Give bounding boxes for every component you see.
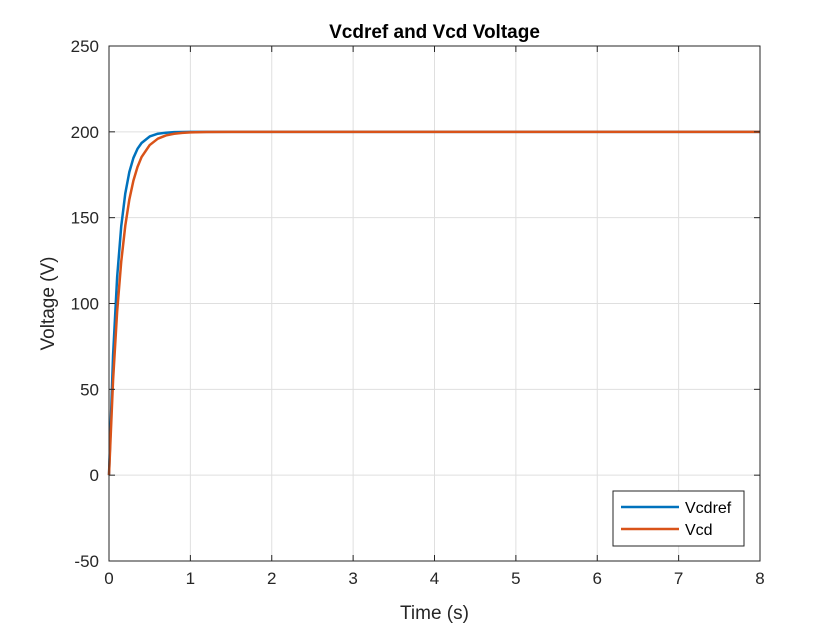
y-axis-title: Voltage (V) bbox=[38, 257, 59, 351]
y-tick-label: 250 bbox=[71, 37, 99, 56]
x-tick-label: 6 bbox=[593, 569, 602, 588]
x-tick-label: 1 bbox=[186, 569, 195, 588]
y-tick-label: 100 bbox=[71, 295, 99, 314]
y-tick-label: 150 bbox=[71, 209, 99, 228]
y-tick-label: 50 bbox=[80, 380, 99, 399]
x-tick-label: 3 bbox=[348, 569, 357, 588]
tick-marks bbox=[108, 45, 761, 562]
x-tick-label: 2 bbox=[267, 569, 276, 588]
legend-box bbox=[612, 490, 745, 547]
chart-title: Vcdref and Vcd Voltage bbox=[329, 22, 540, 43]
series-layer bbox=[107, 130, 760, 476]
legend: Vcdref Vcd bbox=[612, 490, 745, 547]
y-tick-label: 0 bbox=[90, 466, 99, 485]
y-tick-label: -50 bbox=[74, 552, 99, 571]
y-tick-label: 200 bbox=[71, 123, 99, 142]
x-tick-label: 0 bbox=[104, 569, 113, 588]
legend-label-vcdref: Vcdref bbox=[685, 500, 732, 517]
series-line-1 bbox=[107, 130, 760, 476]
x-tick-label: 5 bbox=[511, 569, 520, 588]
x-axis-title: Time (s) bbox=[400, 603, 469, 624]
legend-label-vcd: Vcd bbox=[685, 522, 713, 539]
x-tick-label: 4 bbox=[430, 569, 439, 588]
x-tick-labels: 0 1 2 3 4 5 6 7 8 bbox=[104, 569, 764, 588]
y-tick-labels: -50 0 50 100 150 200 250 bbox=[71, 37, 99, 571]
x-tick-label: 7 bbox=[674, 569, 683, 588]
x-tick-label: 8 bbox=[755, 569, 764, 588]
